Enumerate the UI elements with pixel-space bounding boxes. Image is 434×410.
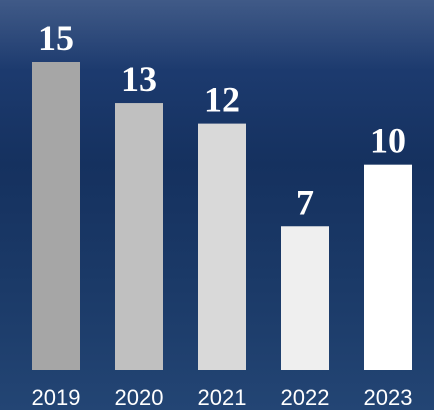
value-label: 15 (38, 18, 74, 58)
bar (32, 62, 80, 370)
value-label: 7 (296, 182, 314, 222)
bar (281, 226, 329, 370)
x-tick-label: 2022 (281, 385, 330, 410)
value-label: 12 (204, 80, 240, 120)
bar (198, 123, 246, 370)
x-tick-label: 2020 (115, 385, 164, 410)
x-tick-label: 2019 (32, 385, 81, 410)
x-tick-label: 2023 (364, 385, 413, 410)
bar (115, 103, 163, 371)
value-label: 13 (121, 59, 157, 99)
value-label: 10 (370, 121, 406, 161)
bar (364, 164, 412, 370)
x-tick-label: 2021 (198, 385, 247, 410)
